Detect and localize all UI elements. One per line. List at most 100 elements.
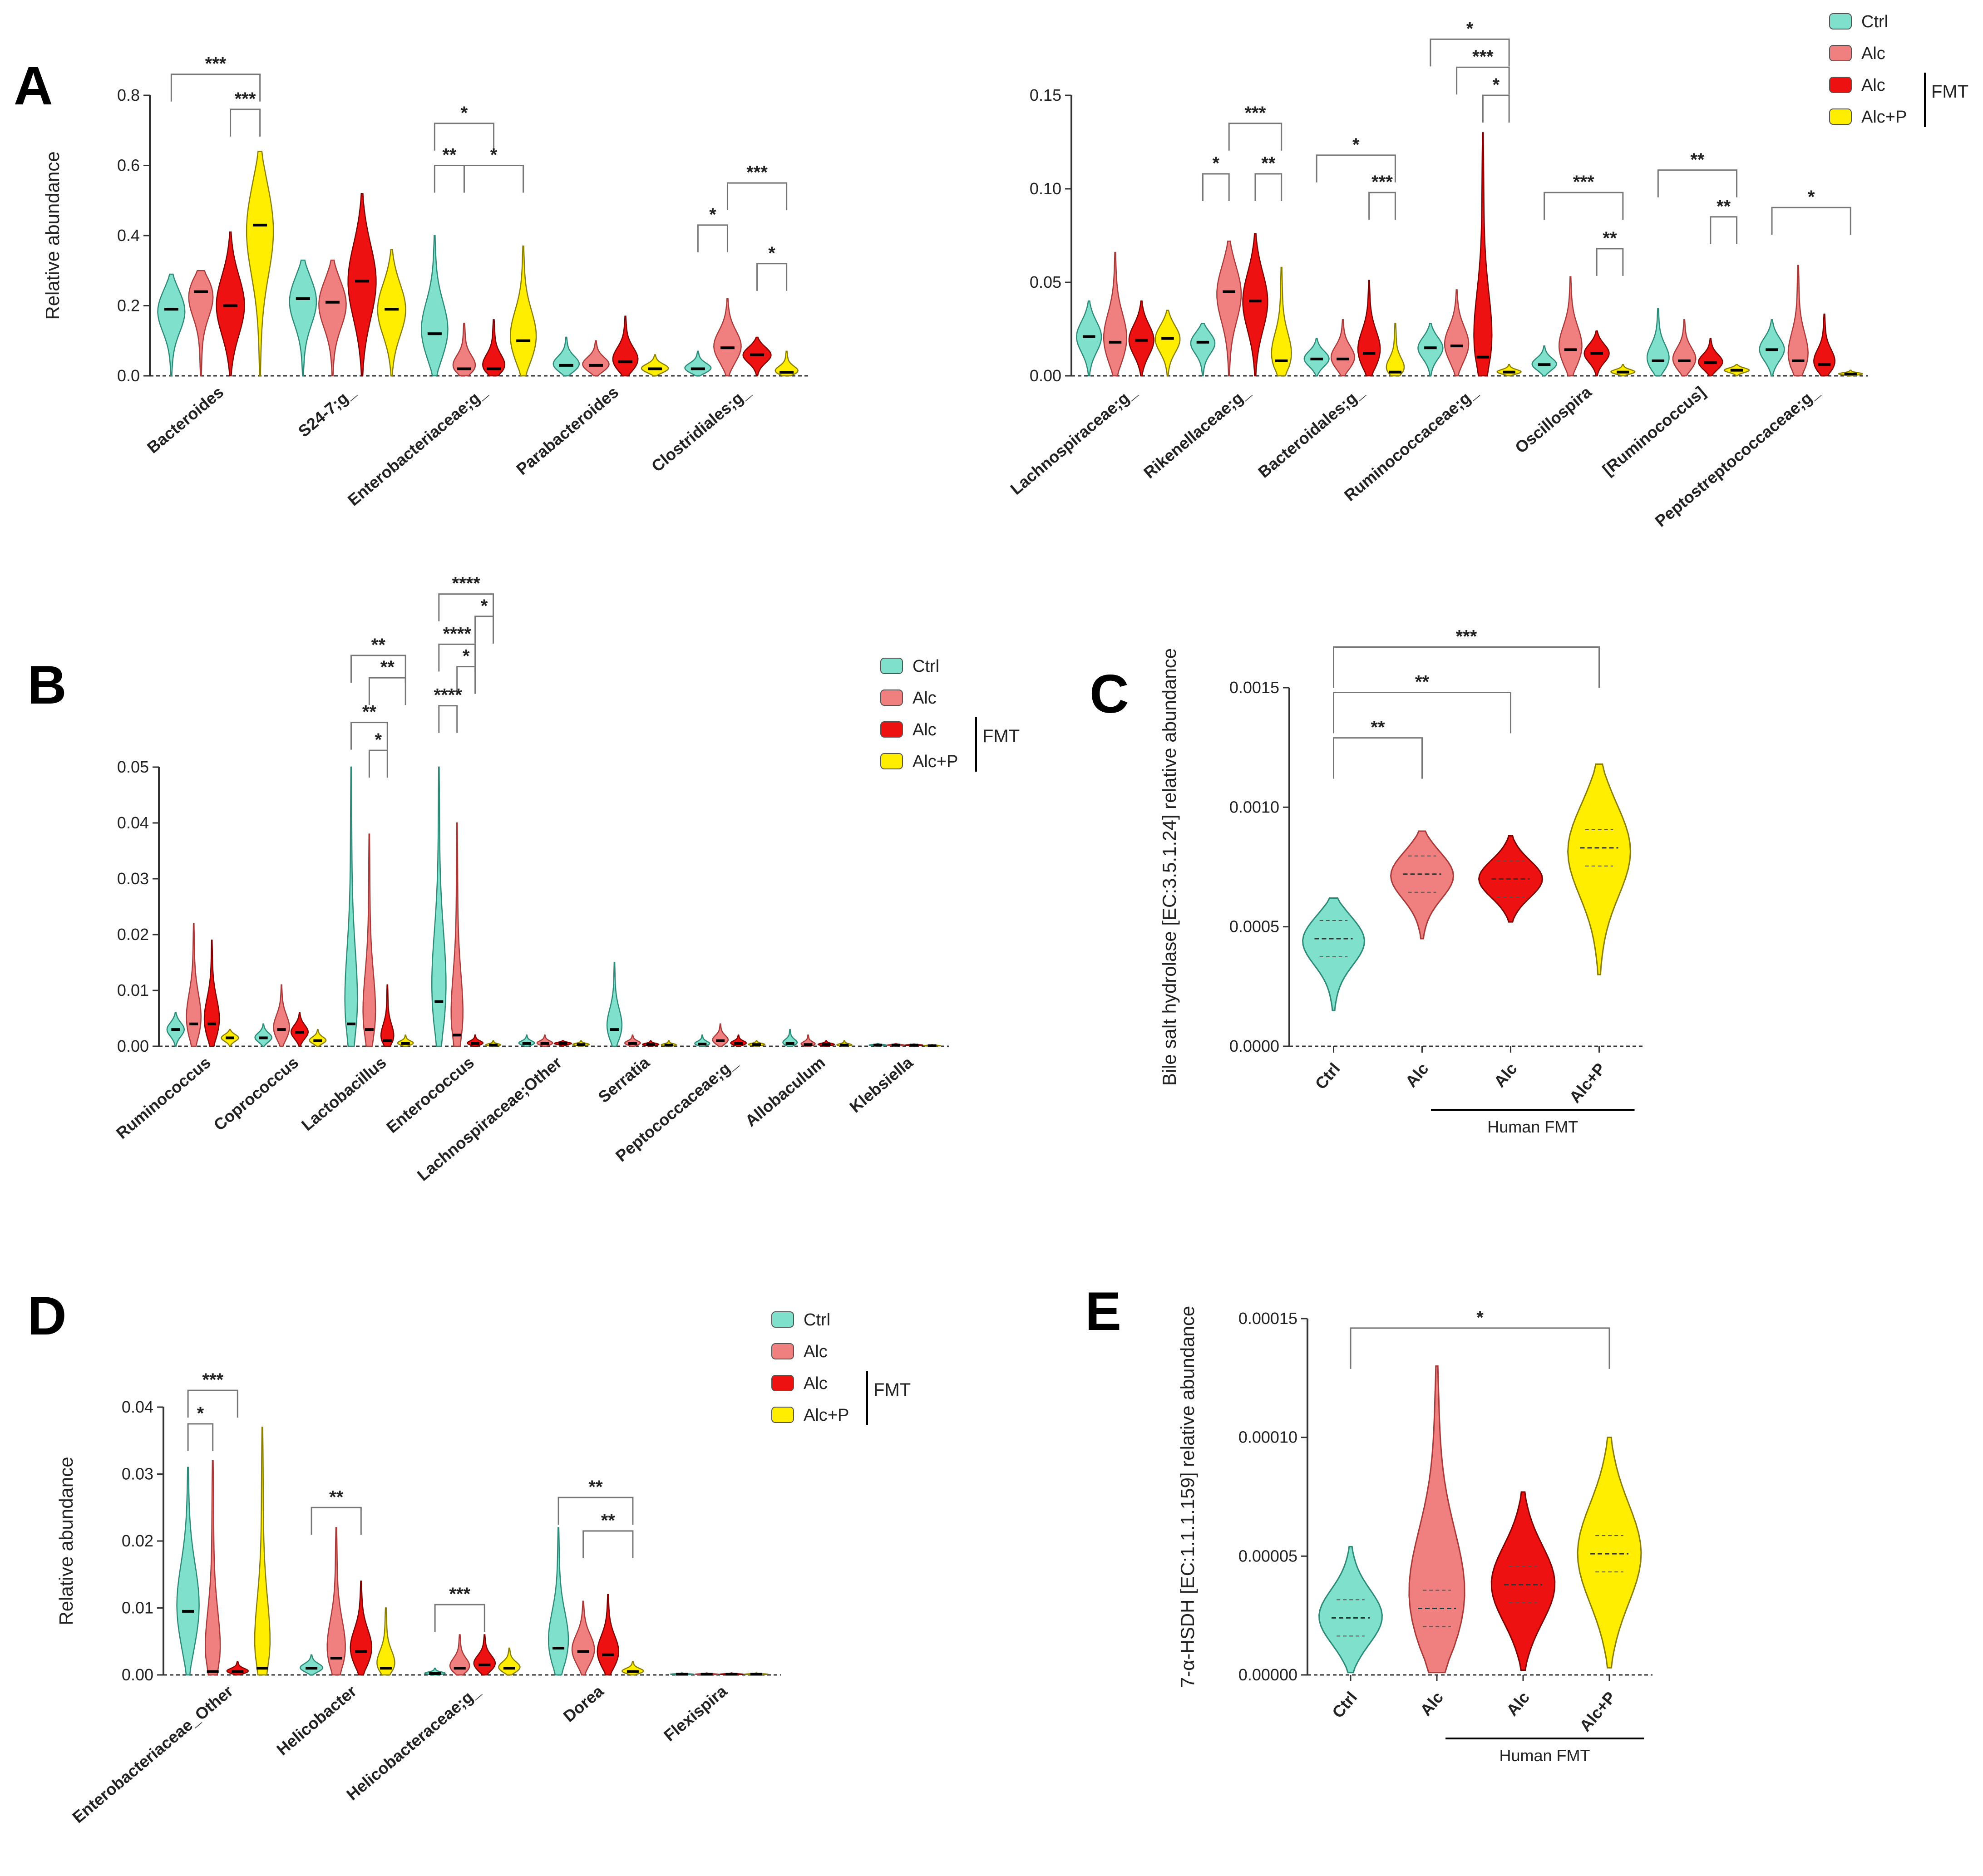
legends-layer: CtrlAlcAlcAlc+PFMTCtrlAlcAlcAlc+PFMTCtrl… [771, 12, 1968, 1425]
y-tick-label: 0.00 [117, 1037, 149, 1055]
significance-bracket [434, 165, 465, 193]
category-label: Serratia [594, 1053, 653, 1106]
violin-shape [1242, 233, 1268, 377]
significance-bracket [756, 263, 788, 291]
y-tick-label: 0.6 [117, 156, 140, 175]
violin-shape [1076, 300, 1102, 377]
significance-label: *** [235, 89, 256, 109]
significance-bracket [1202, 173, 1230, 202]
violin-shape [1303, 338, 1330, 377]
category-label: Klebsiella [846, 1053, 917, 1116]
legend-swatch [1829, 45, 1852, 61]
violin-shape [612, 315, 639, 377]
violin-shape [473, 1634, 496, 1676]
y-tick-label: 0.0 [117, 366, 140, 385]
violin-shape [1672, 319, 1697, 377]
y-tick-label: 0.00 [122, 1665, 153, 1684]
significance-label: **** [434, 685, 463, 705]
significance-bracket [438, 643, 476, 672]
significance-label: ** [1690, 150, 1705, 170]
violin-shape [1577, 1437, 1642, 1669]
violin-shape [1103, 251, 1128, 377]
violin-shape [347, 193, 377, 377]
violin-shape [571, 1600, 595, 1676]
significance-bracket [726, 182, 788, 211]
legend-entry: Ctrl [1861, 12, 1888, 31]
chart-panel-a2: 0.00 0.05 0.10 0.15 Lachnospiraceae;g_ Rikene… [1006, 19, 1868, 531]
significance-label: *** [202, 1370, 223, 1390]
category-label: Lactobacillus [298, 1053, 390, 1134]
violin-shape [1318, 1546, 1383, 1674]
chart-panel-d: 0.00 0.01 0.02 0.03 0.04 Relative abundance En… [55, 1370, 781, 1827]
legend: Ctrl Alc Alc Alc+P FMT [771, 1310, 911, 1425]
violin-shape [1444, 289, 1470, 377]
y-tick-label: 0.00015 [1238, 1309, 1297, 1328]
y-tick-label: 0.8 [117, 86, 140, 104]
violin-shape [713, 298, 742, 377]
category-label: S24-7;g_ [295, 382, 359, 440]
significance-bracket [1710, 216, 1738, 244]
violin-shape [1496, 364, 1522, 377]
violin-shape [1386, 323, 1405, 377]
significance-label: ** [329, 1487, 344, 1507]
violin-shape [176, 1467, 200, 1676]
violin-shape [450, 822, 464, 1047]
significance-bracket [1482, 94, 1510, 123]
significance-bracket [557, 1497, 634, 1525]
violin-shape [606, 962, 623, 1047]
significance-label: ** [1717, 197, 1731, 217]
legend-entry: Alc [804, 1342, 828, 1361]
legend-entry: Alc [1861, 44, 1885, 63]
significance-bracket [1228, 123, 1283, 151]
violin-shape [1610, 364, 1636, 377]
violin-shape [273, 984, 290, 1047]
violin-shape [1490, 1491, 1556, 1671]
y-axis-title: Relative abundance [42, 151, 63, 320]
category-label: Rikenellaceae;g_ [1140, 382, 1254, 482]
category-label: Bacteroidales;g_ [1254, 382, 1367, 482]
y-tick-label: 0.00010 [1238, 1428, 1297, 1447]
violin-shape [1531, 345, 1557, 377]
y-axis-title: Relative abundance [55, 1457, 77, 1625]
violin-shape [1190, 323, 1216, 377]
significance-label: * [1352, 135, 1360, 155]
violin-shape [309, 1029, 327, 1047]
significance-bracket [697, 224, 728, 252]
significance-label: ** [1415, 672, 1430, 692]
category-label: Lachnospiraceae;g_ [1006, 382, 1140, 498]
category-label: Alc+P [1576, 1688, 1619, 1735]
significance-bracket [350, 655, 406, 683]
significance-label: ** [362, 702, 377, 722]
category-label: Alc+P [1565, 1059, 1609, 1107]
violin-shape [326, 1527, 346, 1676]
violin-shape [344, 766, 358, 1047]
legend-entry: Alc [913, 720, 937, 739]
violin-shape [186, 923, 202, 1047]
violin-shape [774, 350, 799, 377]
significance-label: ** [371, 635, 386, 655]
legend: Ctrl Alc Alc Alc+P FMT [1829, 12, 1968, 127]
legend-entry: Ctrl [804, 1310, 830, 1329]
legend-swatch [880, 689, 903, 706]
violin-shape [1646, 308, 1670, 377]
violin-shape [377, 249, 406, 377]
significance-bracket [368, 677, 406, 705]
violin-shape [712, 1023, 729, 1047]
y-tick-label: 0.10 [1030, 179, 1061, 198]
category-label: Enterobacteriaceae_Other [69, 1682, 237, 1827]
y-tick-label: 0.0000 [1229, 1037, 1279, 1055]
y-axis-title: 7-α-HSDH [EC:1.1.1.159] relative abundan… [1177, 1306, 1198, 1688]
significance-bracket [1544, 192, 1624, 220]
significance-bracket [311, 1507, 362, 1535]
violin-shape [1357, 280, 1381, 377]
y-tick-label: 0.0005 [1229, 917, 1279, 936]
significance-label: * [709, 205, 716, 225]
violin-shape [362, 833, 376, 1047]
significance-label: ** [442, 145, 457, 165]
violin-shape [216, 231, 245, 377]
y-tick-label: 0.04 [117, 813, 149, 832]
significance-label: * [1808, 187, 1815, 207]
violin-shape [350, 1581, 373, 1676]
legend-swatch [880, 658, 903, 674]
category-label: Bacteroides [143, 383, 227, 457]
